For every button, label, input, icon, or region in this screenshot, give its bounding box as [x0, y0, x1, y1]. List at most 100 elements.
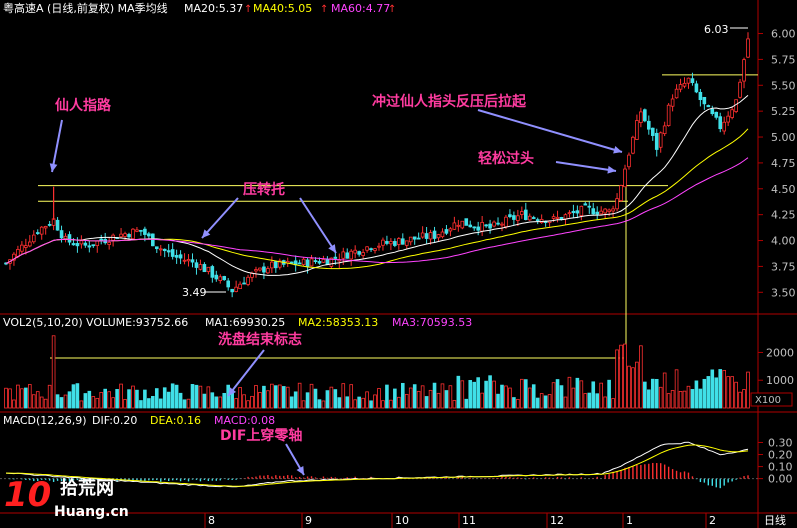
candle-body [381, 239, 385, 246]
volume-bar [325, 390, 330, 409]
candle-body [670, 98, 675, 107]
candle-body [464, 218, 469, 226]
annot-ya-zhuan-tuo: 压转托 [243, 181, 285, 198]
month-label: 1 [626, 514, 633, 527]
candle-body [611, 208, 615, 212]
volume-bar [238, 387, 242, 409]
volume-bar [258, 392, 262, 409]
candle-body [206, 266, 211, 272]
volume-bar [87, 390, 92, 409]
volume-bar [420, 385, 425, 409]
volume-bar [51, 335, 56, 409]
volume-bar [266, 390, 270, 409]
candle-body [742, 59, 746, 82]
volume-bar [682, 390, 687, 409]
volume-bar [452, 400, 457, 409]
candle-body [730, 109, 734, 118]
volume-bar [611, 398, 615, 409]
macd-value: MACD:0.08 [214, 414, 275, 427]
volume-bar [321, 400, 326, 409]
macd-dea: DEA:0.16 [150, 414, 201, 427]
candle-body [127, 234, 131, 238]
volume-bar [246, 400, 250, 409]
volume-bar [516, 398, 520, 409]
candle-body [277, 260, 282, 268]
candle-body [575, 210, 580, 214]
candle-body [270, 261, 274, 269]
volume-bar [357, 396, 361, 409]
price-tick-label: 4.75 [771, 157, 796, 170]
volume-bar [28, 384, 32, 409]
volume-bar [404, 394, 409, 409]
candle-body [28, 241, 32, 247]
volume-bar [480, 392, 484, 409]
annotation-arrow [227, 349, 265, 397]
candle-body [643, 109, 647, 122]
volume-bar [75, 383, 80, 409]
volume-bar [690, 389, 695, 409]
ma60-label: MA60:4.77 [331, 2, 390, 15]
candle-body [571, 210, 576, 214]
candle-body [107, 241, 111, 245]
candle-body [686, 77, 691, 84]
volume-bar [710, 369, 715, 409]
volume-bar [472, 381, 477, 409]
candle-body [690, 78, 695, 84]
candle-body [484, 224, 488, 227]
annotation-arrows [49, 27, 748, 476]
volume-bar [523, 379, 528, 409]
annotation-arrowhead [202, 229, 211, 238]
volume-bar [722, 370, 726, 409]
candle-body [119, 233, 123, 238]
candle-body [254, 269, 258, 272]
candle-body [309, 258, 314, 267]
candle-body [186, 259, 191, 262]
volume-bar [619, 344, 623, 409]
macd-title: MACD(12,26,9) [3, 414, 87, 427]
volume-bar [151, 395, 155, 409]
candle-body [262, 266, 266, 273]
candle-body [468, 224, 473, 228]
month-label: 12 [550, 514, 564, 527]
month-label: 10 [395, 514, 409, 527]
candle-body [555, 216, 560, 219]
candle-body [357, 251, 361, 255]
candle-body [79, 240, 84, 245]
candle-body [706, 105, 711, 108]
candle-body [154, 246, 159, 250]
vol-ma2: MA2:58353.13 [298, 316, 378, 329]
month-label: 8 [208, 514, 215, 527]
ma40-line [5, 128, 749, 270]
candle-body [147, 233, 151, 237]
volume-bar [631, 367, 635, 409]
candle-body [289, 261, 294, 264]
candle-body [51, 218, 56, 226]
volume-bar [400, 382, 405, 409]
candle-body [274, 261, 278, 269]
period-label: 日线 [764, 513, 786, 527]
vol-volume: VOLUME:93752.66 [86, 316, 188, 329]
volume-bar [135, 389, 139, 409]
volume-bar [567, 376, 572, 409]
candle-body [373, 248, 377, 251]
volume-bar [397, 396, 401, 409]
annotation-arrowhead [328, 244, 336, 253]
volume-bar [412, 384, 417, 409]
candle-body [365, 246, 369, 251]
svg-text:10: 10 [4, 475, 51, 515]
volume-bar [218, 396, 223, 409]
volume-bar [345, 396, 350, 409]
candle-body [631, 136, 635, 154]
volume-bar [535, 397, 540, 409]
candle-body [246, 276, 250, 285]
volume-bar [39, 396, 44, 409]
volume-bar [650, 378, 655, 409]
candle-body [174, 255, 179, 258]
volume-bar [329, 386, 334, 409]
volume-bar [309, 383, 314, 409]
volume-bar [333, 389, 338, 409]
macd-dif: DIF:0.20 [92, 414, 137, 427]
candle-body [59, 230, 64, 239]
price-tick-label: 4.50 [771, 183, 796, 196]
